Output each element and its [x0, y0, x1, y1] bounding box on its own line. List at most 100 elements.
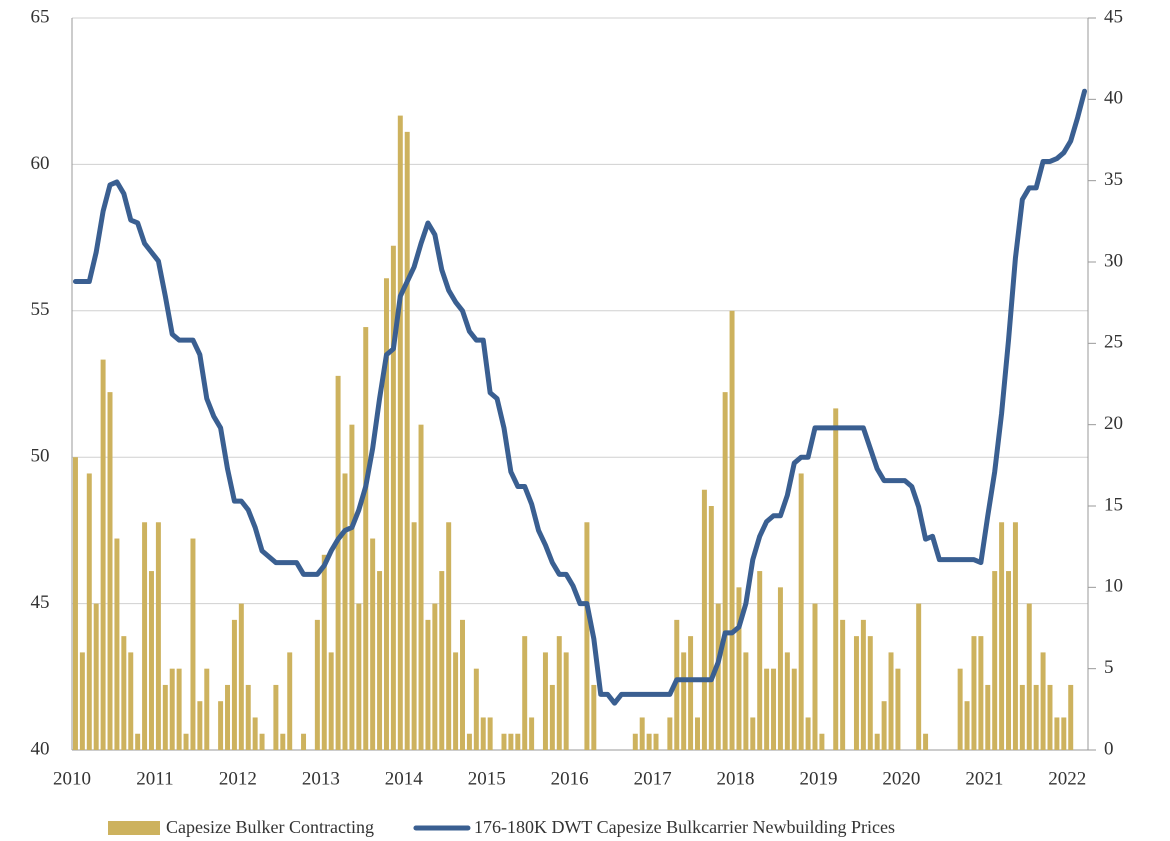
bar	[190, 538, 196, 750]
bar	[204, 668, 210, 750]
bar	[231, 619, 237, 750]
bar	[342, 473, 348, 750]
bar	[155, 522, 161, 750]
x-tick-label: 2019	[799, 768, 837, 789]
bar	[701, 489, 707, 750]
bar	[411, 522, 417, 750]
bar	[522, 636, 528, 750]
bar	[404, 131, 410, 750]
bar	[819, 733, 825, 750]
bar	[501, 733, 507, 750]
bar	[805, 717, 811, 750]
bar	[1040, 652, 1046, 750]
bar	[771, 668, 777, 750]
bar	[895, 668, 901, 750]
bar	[280, 733, 286, 750]
bar	[287, 652, 293, 750]
bar	[964, 701, 970, 750]
bar	[1054, 717, 1060, 750]
bar	[653, 733, 659, 750]
y2-tick-label: 10	[1104, 576, 1123, 597]
bar	[812, 603, 818, 750]
bar	[992, 571, 998, 750]
bar	[743, 652, 749, 750]
line	[72, 88, 1088, 706]
bar	[784, 652, 790, 750]
bar	[197, 701, 203, 750]
bar	[321, 554, 327, 750]
y-tick-label: 45	[31, 592, 50, 613]
bar	[916, 603, 922, 750]
bar	[301, 733, 307, 750]
bar	[978, 636, 984, 750]
legend: Capesize Bulker Contracting 176-180K DWT …	[108, 817, 895, 837]
bar	[446, 522, 452, 750]
y2-tick-label: 20	[1104, 413, 1123, 434]
bar	[432, 603, 438, 750]
bar	[639, 717, 645, 750]
bar	[121, 636, 127, 750]
legend-label: Capesize Bulker Contracting	[166, 817, 374, 837]
bar	[695, 717, 700, 750]
y2-tick-label: 45	[1104, 6, 1123, 27]
bar	[370, 538, 376, 750]
bar	[453, 652, 459, 750]
y2-tick-label: 35	[1104, 169, 1123, 190]
bar	[708, 506, 714, 750]
y-tick-label: 65	[31, 6, 50, 27]
x-tick-label: 2015	[468, 768, 506, 789]
bar	[176, 668, 182, 750]
bar	[183, 733, 189, 750]
y2-tick-label: 30	[1104, 250, 1123, 271]
bar	[985, 684, 991, 750]
x-tick-label: 2017	[634, 768, 672, 789]
bar	[349, 424, 355, 750]
bar	[273, 684, 279, 750]
legend-label: 176-180K DWT Capesize Bulkcarrier Newbui…	[474, 817, 895, 837]
y-tick-label: 50	[31, 446, 50, 467]
bar	[169, 668, 175, 750]
bar	[1006, 571, 1012, 750]
bar	[148, 571, 154, 750]
bar	[1033, 684, 1039, 750]
bar	[1047, 684, 1053, 750]
bar	[1026, 603, 1032, 750]
bar	[508, 733, 514, 750]
x-tick-label: 2010	[53, 768, 91, 789]
bar	[591, 684, 597, 750]
bar	[72, 457, 78, 750]
bar	[328, 652, 334, 750]
bar	[646, 733, 652, 750]
bar	[777, 587, 783, 750]
bar	[383, 278, 389, 750]
legend-swatch	[108, 821, 160, 835]
bar	[736, 587, 742, 750]
x-tick-label: 2022	[1048, 768, 1086, 789]
bar	[957, 668, 963, 750]
x-tick-label: 2021	[965, 768, 1003, 789]
bar	[722, 392, 728, 750]
bar	[397, 115, 403, 751]
bar	[881, 701, 887, 750]
bar	[79, 652, 85, 750]
bar	[729, 310, 735, 750]
bar	[356, 603, 362, 750]
bar	[1019, 684, 1025, 750]
bar	[681, 652, 687, 750]
x-tick-label: 2011	[136, 768, 173, 789]
bar	[867, 636, 873, 750]
x-tick-label: 2012	[219, 768, 257, 789]
bar	[757, 571, 763, 750]
bar	[86, 473, 92, 750]
bar	[259, 733, 265, 750]
bar	[715, 603, 721, 750]
bar	[363, 327, 369, 750]
bar	[93, 603, 99, 750]
bar	[335, 375, 341, 750]
bar	[999, 522, 1005, 750]
bar	[840, 619, 846, 750]
y-tick-label: 40	[31, 738, 50, 759]
x-tick-label: 2018	[717, 768, 755, 789]
bar	[556, 636, 562, 750]
bar	[142, 522, 148, 750]
